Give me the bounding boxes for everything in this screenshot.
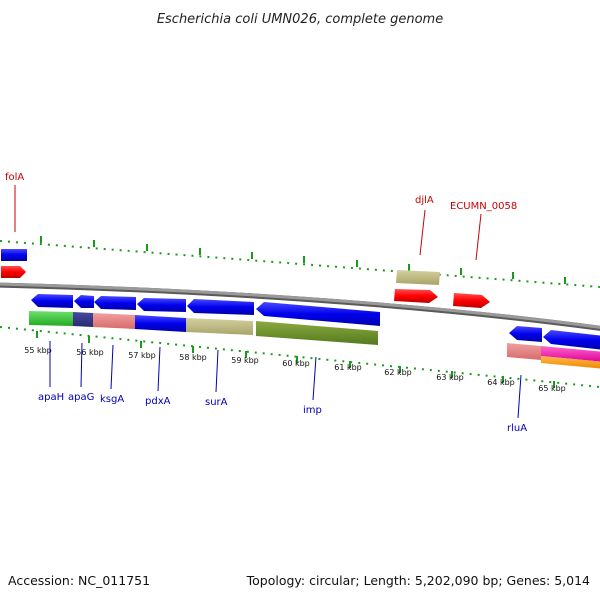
- gene-next-bar-magenta: [541, 346, 600, 362]
- scale-label: 60 kbp: [282, 359, 310, 368]
- scale-label: 62 kbp: [384, 368, 412, 377]
- gene-next-arrow[interactable]: [543, 330, 600, 350]
- upper-tick-track: [0, 236, 600, 288]
- lower-tick-track: [0, 326, 600, 388]
- scale-label: 56 kbp: [76, 348, 104, 357]
- scale-label: 61 kbp: [334, 363, 362, 372]
- gene-label-djlA[interactable]: djlA: [415, 195, 434, 206]
- gene-pdxA-arrow[interactable]: [137, 298, 186, 312]
- gene-label-apaH[interactable]: apaH: [38, 392, 64, 403]
- gene-imp-bar: [256, 321, 378, 345]
- lower-major-ticks: [36, 331, 555, 388]
- gene-label-imp[interactable]: imp: [303, 405, 322, 416]
- scale-label: 58 kbp: [179, 353, 207, 362]
- gene-label-apaG[interactable]: apaG: [68, 392, 94, 403]
- gene-rluA-bar: [507, 343, 541, 360]
- surA-leader-line: [215, 349, 219, 393]
- gene-apaH-bar: [29, 311, 73, 326]
- gene-label-rluA[interactable]: rluA: [507, 423, 527, 434]
- bottom-gene-labels: apaH apaG ksgA pdxA surA imp rluA: [38, 341, 527, 434]
- scale-label: 59 kbp: [231, 356, 259, 365]
- gene-apaG-bar: [73, 312, 93, 327]
- gene-label-folA[interactable]: folA: [5, 172, 24, 183]
- gene-rluA-arrow[interactable]: [509, 326, 542, 342]
- scale-label: 63 kbp: [436, 373, 464, 382]
- gene-pdxA-bar: [135, 315, 186, 332]
- rluA-leader-line: [517, 374, 522, 419]
- gene-label-pdxA[interactable]: pdxA: [145, 396, 171, 407]
- gene-apaG-arrow[interactable]: [74, 295, 94, 308]
- reverse-strand-category-bars: [29, 311, 600, 369]
- gene-label-ECUMN_0058[interactable]: ECUMN_0058: [450, 201, 517, 212]
- gene-next-bar-orange: [541, 356, 600, 369]
- gene-folA-feature[interactable]: [1, 249, 27, 261]
- upper-tick-dots: [0, 240, 600, 288]
- gene-ECUMN_0058-arrow[interactable]: [453, 293, 490, 308]
- gene-djlA-feature[interactable]: [396, 270, 440, 285]
- ksgA-leader-line: [110, 344, 114, 390]
- gene-surA-bar: [186, 318, 253, 335]
- gene-ksgA-bar: [93, 313, 135, 329]
- ECUMN_0058-leader-line: [475, 213, 482, 261]
- accession-text: Accession: NC_011751: [8, 573, 151, 588]
- apaG-leader-line: [80, 342, 83, 388]
- scale-label: 55 kbp: [24, 346, 52, 355]
- gene-folA-arrow[interactable]: [1, 266, 26, 278]
- scale-labels: 55 kbp 56 kbp 57 kbp 58 kbp 59 kbp 60 kb…: [24, 346, 566, 393]
- gene-djlA-arrow[interactable]: [394, 289, 438, 303]
- upper-major-ticks: [40, 236, 566, 284]
- map-title: Escherichia coli UMN026, complete genome: [157, 12, 443, 27]
- djlA-leader-line: [419, 209, 426, 256]
- imp-leader-line: [312, 356, 317, 401]
- pdxA-leader-line: [157, 346, 161, 392]
- gene-label-ksgA[interactable]: ksgA: [100, 394, 124, 405]
- scale-label: 64 kbp: [487, 378, 515, 387]
- forward-strand-features: [1, 249, 490, 308]
- reverse-strand-arrows: [31, 294, 600, 350]
- scale-label: 57 kbp: [128, 351, 156, 360]
- scale-label: 65 kbp: [538, 384, 566, 393]
- top-gene-labels: folA djlA ECUMN_0058: [5, 172, 517, 261]
- genome-summary-text: Topology: circular; Length: 5,202,090 bp…: [246, 573, 590, 588]
- genome-backbone: [0, 282, 600, 329]
- gene-surA-arrow[interactable]: [187, 299, 254, 315]
- gene-imp-arrow[interactable]: [256, 302, 380, 326]
- gene-label-surA[interactable]: surA: [205, 397, 228, 408]
- gene-ksgA-arrow[interactable]: [94, 296, 136, 310]
- gene-apaH-arrow[interactable]: [31, 294, 73, 308]
